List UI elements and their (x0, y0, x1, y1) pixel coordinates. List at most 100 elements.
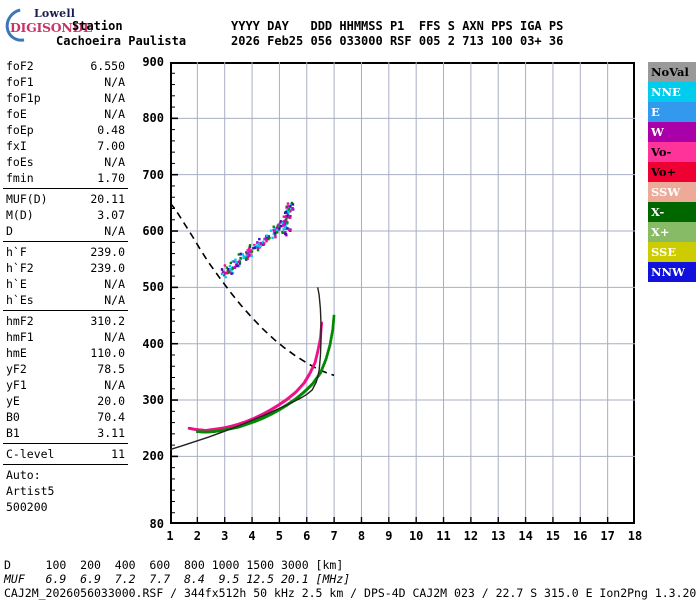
scatter-point (239, 256, 242, 260)
scatter-point (250, 250, 254, 253)
data-point (330, 331, 334, 335)
param-value: 78.5 (97, 362, 125, 376)
scatter-point (238, 261, 242, 264)
x-axis-tick-label: 17 (600, 529, 615, 543)
scatter-point (238, 259, 241, 262)
header-station-value: Cachoeira Paulista (56, 34, 187, 48)
x-axis-tick-label: 2 (193, 529, 201, 543)
data-point (316, 350, 320, 353)
param-value: 20.0 (97, 394, 125, 408)
scatter-point (281, 231, 284, 235)
param-value: N/A (104, 155, 125, 169)
scatter-point (287, 212, 290, 215)
scatter-point (282, 224, 286, 227)
param-row: foF2 6.550 (3, 58, 128, 74)
scatter-point (284, 232, 287, 236)
series-o-trace (187, 321, 323, 432)
scatter-point (264, 237, 268, 240)
param-divider (3, 188, 128, 189)
scatter-point (227, 271, 230, 274)
data-point (332, 318, 335, 321)
data-point (318, 341, 321, 344)
scatter-point (283, 222, 286, 226)
plot-canvas (170, 62, 635, 524)
y-axis-tick-label: 200 (142, 449, 164, 464)
data-point (322, 362, 326, 366)
footer-muf-row: MUF 6.9 6.9 7.2 7.7 8.4 9.5 12.5 20.1 [M… (4, 572, 351, 586)
legend-item-ssw[interactable]: SSW (648, 182, 696, 202)
legend-item-vo-[interactable]: Vo- (648, 142, 696, 162)
x-axis-tick-label: 11 (436, 529, 451, 543)
scatter-point (257, 241, 261, 245)
legend-item-nne[interactable]: NNE (648, 82, 696, 102)
series-muf-dashed-curve (170, 202, 335, 377)
scatter-point (249, 251, 252, 255)
param-divider (3, 464, 128, 465)
series-upper-profile-branch (306, 287, 322, 395)
scatter-point (273, 232, 277, 235)
data-point (317, 347, 320, 350)
scatter-point (285, 216, 288, 220)
scatter-point (249, 249, 252, 252)
scatter-point (289, 203, 293, 206)
param-row: D N/A (3, 223, 128, 239)
param-key: foE (6, 107, 27, 121)
scatter-point (231, 271, 235, 275)
legend-item-noval[interactable]: NoVal (648, 62, 696, 82)
data-point (331, 328, 335, 331)
data-point (319, 370, 323, 373)
grid-lines (170, 62, 635, 524)
x-axis-tick-label: 10 (408, 529, 424, 543)
legend-item-x-[interactable]: X+ (648, 222, 696, 242)
param-row: yF1 N/A (3, 377, 128, 393)
scatter-point (231, 267, 234, 270)
scatter-point (228, 264, 232, 268)
param-row: B1 3.11 (3, 425, 128, 441)
legend-item-sse[interactable]: SSE (648, 242, 696, 262)
scatter-point (221, 270, 225, 273)
scatter-point (248, 253, 251, 256)
scatter-point (272, 225, 275, 228)
param-value: 0.48 (97, 123, 125, 137)
y-axis-tick-label: 80 (149, 517, 164, 531)
param-value: 239.0 (90, 245, 125, 259)
param-value: N/A (104, 378, 125, 392)
param-row: foEs N/A (3, 154, 128, 170)
header-column-values: 2026 Feb25 056 033000 RSF 005 2 713 100 … (231, 34, 564, 48)
scatter-point (286, 202, 290, 205)
scatter-point (265, 240, 268, 243)
data-point (320, 367, 324, 370)
scatter-point (248, 250, 251, 253)
legend-item-nnw[interactable]: NNW (648, 262, 696, 282)
scatter-point (242, 255, 246, 259)
param-group-auto: Auto: Artist5 500200 (3, 467, 128, 515)
logo-lowell-text: Lowell (34, 7, 76, 20)
x-axis-tick-label: 12 (463, 529, 479, 543)
param-row: h`F2 239.0 (3, 260, 128, 276)
scatter-point (222, 274, 226, 277)
scatter-point (254, 246, 257, 250)
scatter-point (279, 220, 283, 223)
param-key: MUF(D) (6, 192, 48, 206)
param-row: foF1p N/A (3, 90, 128, 106)
plot-frame (170, 62, 635, 524)
legend-item-vo-[interactable]: Vo+ (648, 162, 696, 182)
data-point (331, 324, 335, 328)
auto-line: 500200 (6, 500, 48, 514)
param-value: 1.70 (97, 171, 125, 185)
x-axis-tick-label: 9 (385, 529, 393, 543)
scatter-point (248, 245, 252, 249)
ionogram-plot[interactable] (170, 62, 635, 524)
legend-item-x-[interactable]: X- (648, 202, 696, 222)
x-axis-tick-label: 1 (166, 529, 174, 543)
scatter-point (275, 228, 279, 232)
scatter-point (248, 244, 252, 247)
scatter-point (277, 223, 280, 226)
scatter-point (229, 261, 233, 265)
legend-item-e[interactable]: E (648, 102, 696, 122)
legend-item-w[interactable]: W (648, 122, 696, 142)
x-axis-tick-label: 7 (330, 529, 338, 543)
data-point (317, 345, 320, 349)
data-point (329, 341, 332, 345)
scatter-point (287, 228, 291, 232)
